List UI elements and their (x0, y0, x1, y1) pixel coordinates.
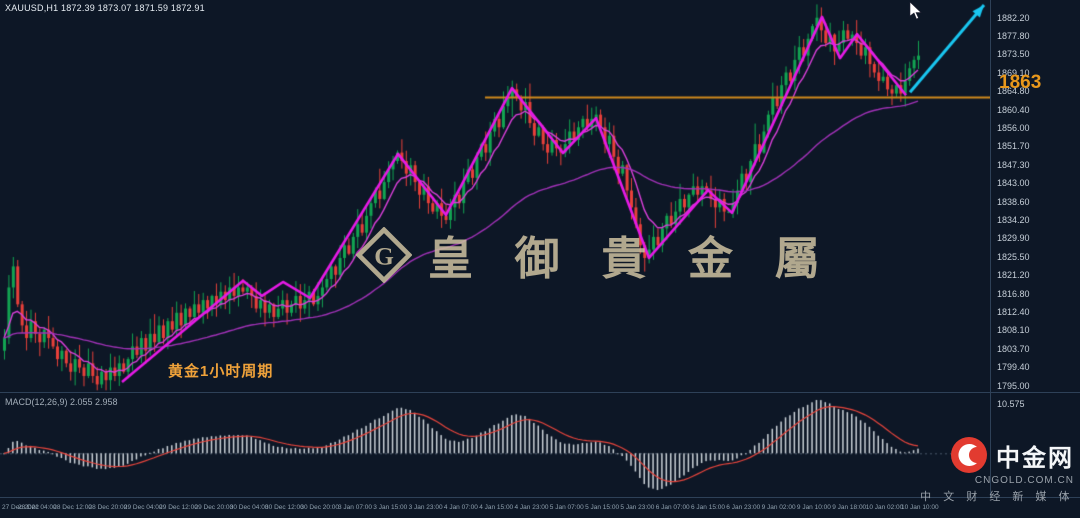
price-axis-label: 1860.40 (997, 104, 1030, 115)
chart-symbol-ohlc: XAUUSD,H1 1872.39 1873.07 1871.59 1872.9… (5, 3, 205, 13)
macd-axis[interactable]: 10.575 (990, 393, 1080, 497)
time-axis-label: 9 Jan 10:00 (796, 504, 831, 511)
time-axis-label: 28 Dec 12:00 (53, 504, 92, 511)
time-axis-label: 27 Dec 2022 (2, 504, 39, 511)
time-axis-label: 29 Dec 12:00 (159, 504, 198, 511)
time-axis-label: 3 Jan 07:00 (338, 504, 372, 511)
time-axis-label: 5 Jan 07:00 (549, 504, 584, 511)
price-axis-label: 1829.90 (997, 233, 1030, 244)
time-axis-label: 10 Jan 02:00 (865, 504, 904, 511)
price-axis-label: 1847.30 (997, 159, 1030, 170)
time-axis-label: 5 Jan 15:00 (585, 504, 620, 511)
price-axis-label: 1821.20 (997, 270, 1030, 281)
macd-indicator-pane[interactable]: MACD(12,26,9) 2.055 2.958 (0, 393, 990, 497)
price-axis-label: 1877.80 (997, 30, 1030, 41)
time-axis-label: 29 Dec 20:00 (194, 504, 234, 511)
time-axis-separator (0, 497, 1080, 498)
time-axis-label: 4 Jan 15:00 (479, 504, 514, 511)
macd-canvas[interactable] (0, 393, 990, 497)
price-level-1863-label: 1863 (999, 72, 1042, 93)
price-axis-label: 1838.60 (997, 196, 1030, 207)
time-axis-label: 28 Dec 20:00 (88, 504, 128, 511)
price-chart-pane[interactable]: G 皇 御 貴 金 屬 黄金1小时周期 (0, 0, 990, 392)
time-axis-label: 5 Jan 23:00 (620, 504, 655, 511)
brand-name: 中金网 (996, 444, 1074, 472)
price-chart-canvas[interactable] (0, 0, 990, 392)
price-axis[interactable]: 1863 1882.20 1877.80 1873.50 1869.10 1864.80… (990, 0, 1080, 392)
time-axis-label: 30 Dec 04:00 (229, 504, 269, 511)
time-axis[interactable]: 27 Dec 2022 28 Dec 04:00 28 Dec 12:00 28 De… (0, 498, 1080, 518)
price-axis-label: 1808.10 (997, 325, 1030, 336)
price-axis-label: 1864.80 (997, 86, 1030, 97)
time-axis-label: 3 Jan 23:00 (408, 504, 443, 511)
macd-axis-max-label: 10.575 (997, 399, 1025, 409)
time-axis-label: 29 Dec 04:00 (123, 504, 163, 511)
time-axis-label: 30 Dec 20:00 (300, 504, 340, 511)
macd-indicator-label: MACD(12,26,9) 2.055 2.958 (5, 397, 118, 407)
price-axis-label: 1856.00 (997, 122, 1030, 133)
cycle-annotation-label: 黄金1小时周期 (168, 363, 274, 380)
time-axis-label: 6 Jan 15:00 (691, 504, 725, 511)
time-axis-label: 30 Dec 12:00 (265, 504, 304, 511)
brand-url: CNGOLD.COM.CN (974, 475, 1074, 486)
price-axis-label: 1803.70 (997, 343, 1030, 354)
mouse-cursor-icon (909, 2, 922, 20)
price-axis-label: 1816.80 (997, 288, 1030, 299)
cngold-logo-icon (951, 437, 987, 473)
time-axis-label: 3 Jan 15:00 (373, 504, 408, 511)
time-axis-label: 6 Jan 23:00 (726, 504, 761, 511)
time-axis-label: 6 Jan 07:00 (655, 504, 690, 511)
price-axis-label: 1882.20 (997, 12, 1030, 23)
time-axis-label: 4 Jan 23:00 (514, 504, 549, 511)
time-axis-label: 9 Jan 18:00 (832, 504, 867, 511)
cngold-brand: 中金网 CNGOLD.COM.CN 中 文 财 经 新 媒 体 (920, 436, 1074, 504)
price-axis-label: 1795.00 (997, 380, 1030, 391)
pane-separator[interactable] (0, 392, 1080, 393)
price-axis-label: 1825.50 (997, 251, 1030, 262)
time-axis-label: 10 Jan 10:00 (901, 504, 939, 511)
brand-tagline: 中 文 财 经 新 媒 体 (920, 491, 1074, 503)
time-axis-label: 9 Jan 02:00 (761, 504, 796, 511)
time-axis-label: 28 Dec 04:00 (17, 504, 57, 511)
price-axis-label: 1799.40 (997, 362, 1030, 373)
price-axis-label: 1873.50 (997, 49, 1030, 60)
time-axis-label: 4 Jan 07:00 (443, 504, 478, 511)
price-axis-label: 1843.00 (997, 178, 1030, 189)
price-axis-label: 1812.40 (997, 306, 1030, 317)
price-axis-label: 1851.70 (997, 141, 1030, 152)
price-axis-label: 1834.20 (997, 214, 1030, 225)
price-axis-label: 1869.10 (997, 67, 1030, 78)
